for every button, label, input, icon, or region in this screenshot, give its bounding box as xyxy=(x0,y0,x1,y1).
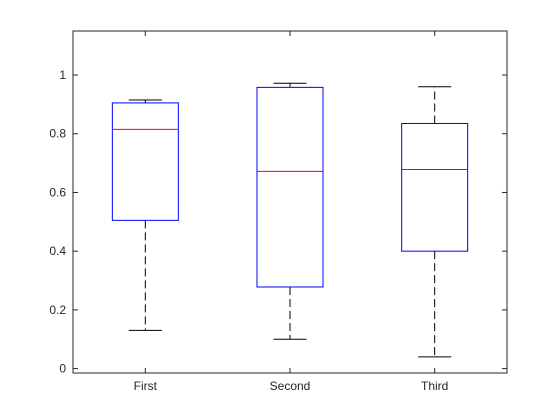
y-axis: 0 0.2 0.4 0.6 0.8 1 xyxy=(49,68,507,376)
iqr-box xyxy=(111,102,179,221)
x-axis: First Second Third xyxy=(134,31,448,393)
y-tick-label: 0.8 xyxy=(49,127,66,141)
y-tick-label: 0.2 xyxy=(49,303,66,317)
y-tick-label: 0.6 xyxy=(49,185,66,199)
box-first xyxy=(111,99,179,331)
iqr-box xyxy=(401,122,469,252)
plot-area xyxy=(72,30,508,374)
iqr-box xyxy=(256,86,324,288)
y-tick-label: 1 xyxy=(59,68,66,82)
boxes-group xyxy=(111,82,469,358)
x-tick-label: Second xyxy=(270,379,311,393)
box-second xyxy=(256,82,324,340)
y-tick-label: 0 xyxy=(59,362,66,376)
y-tick-label: 0.4 xyxy=(49,244,66,258)
x-tick-label: First xyxy=(134,379,158,393)
x-tick-label: Third xyxy=(421,379,448,393)
box-third xyxy=(401,86,469,358)
